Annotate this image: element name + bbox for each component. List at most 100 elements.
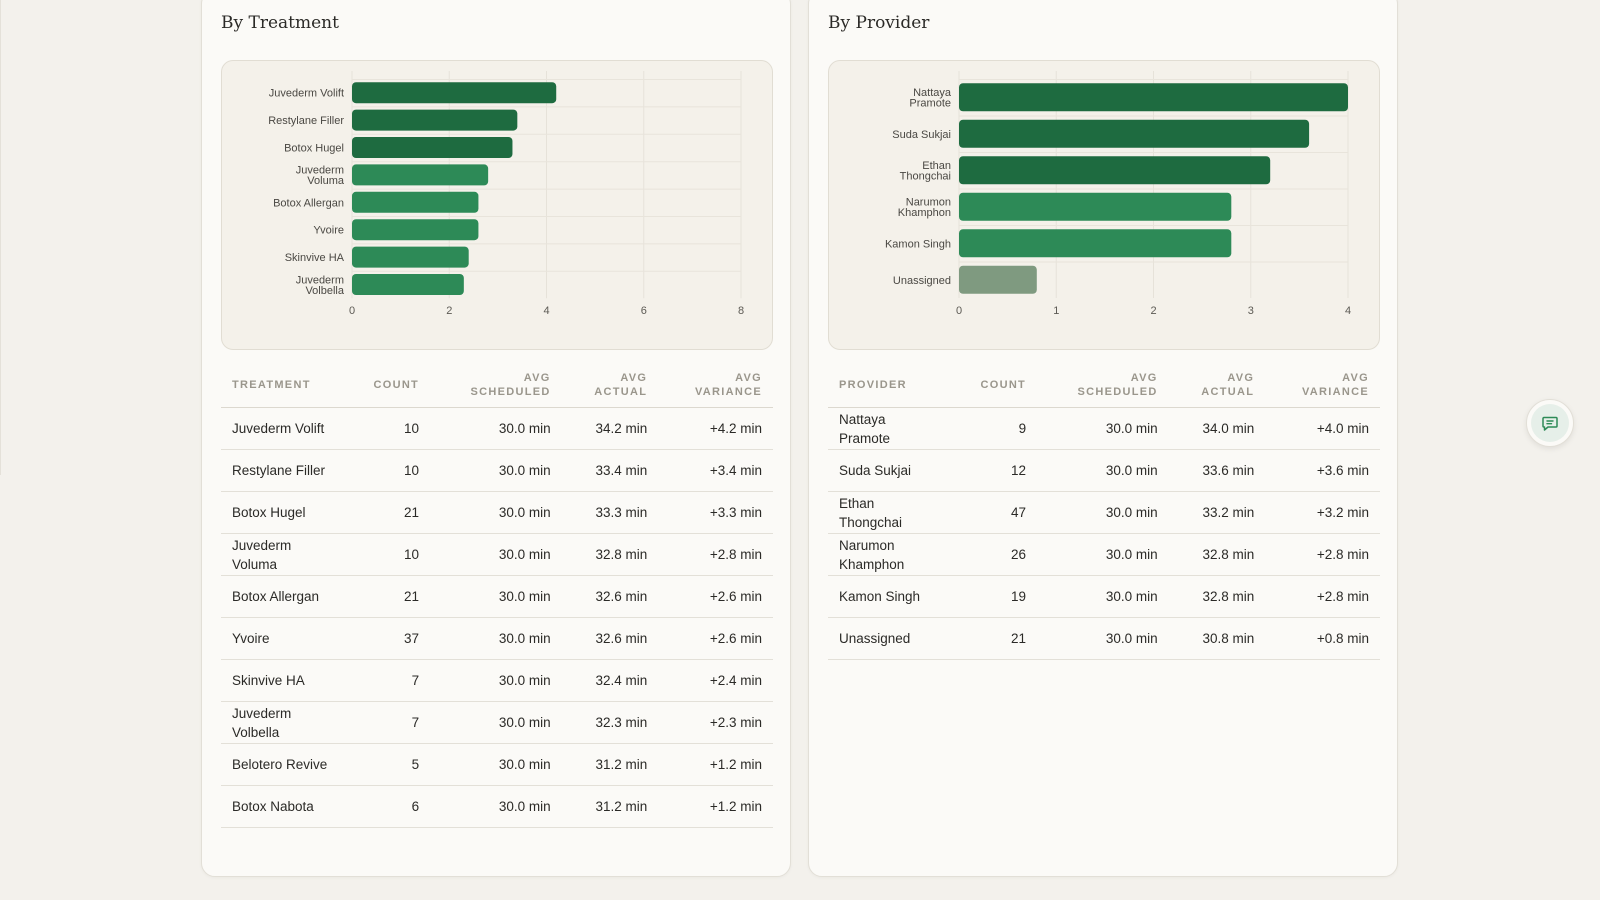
row-avg-actual: 33.6 min	[1168, 449, 1266, 492]
table-row: Botox Nabota 6 30.0 min 31.2 min +1.2 min	[221, 785, 773, 828]
by-treatment-panel: By Treatment Juvederm Volift Restylane Fi…	[201, 0, 791, 877]
row-count: 26	[950, 533, 1038, 576]
row-avg-actual: 32.4 min	[561, 659, 659, 702]
col-treatment[interactable]: TREATMENT	[221, 363, 343, 408]
table-row: Botox Allergan 21 30.0 min 32.6 min +2.6 min	[221, 575, 773, 618]
row-name: Skinvive HA	[221, 659, 343, 702]
table-row: Juvederm Volift 10 30.0 min 34.2 min +4.2 mi…	[221, 407, 773, 450]
bar	[352, 109, 518, 131]
category-label: Pramote	[909, 98, 951, 110]
left-edge-divider	[0, 0, 1, 475]
table-row: Unassigned 21 30.0 min 30.8 min +0.8 min	[828, 617, 1380, 660]
bar	[959, 83, 1348, 112]
row-avg-variance: +2.8 min	[1265, 575, 1380, 618]
bar	[352, 274, 464, 295]
category-label: Juvederm	[296, 165, 344, 177]
table-row: Juvederm Voluma 10 30.0 min 32.8 min +2.8 mi…	[221, 533, 773, 576]
row-avg-actual: 31.2 min	[561, 785, 659, 828]
category-label: Suda Sukjai	[892, 129, 951, 141]
x-tick-label: 4	[1345, 305, 1351, 317]
row-avg-actual: 32.6 min	[561, 575, 659, 618]
row-avg-actual: 33.3 min	[561, 491, 659, 534]
row-avg-actual: 32.8 min	[1168, 533, 1266, 576]
row-avg-variance: +1.2 min	[658, 743, 773, 786]
row-avg-scheduled: 30.0 min	[430, 533, 562, 576]
row-avg-scheduled: 30.0 min	[430, 785, 562, 828]
category-label: Ethan	[922, 160, 951, 172]
bar	[959, 192, 1232, 221]
col-count[interactable]: COUNT	[950, 363, 1038, 408]
table-header-row: PROVIDER COUNT AVG SCHEDULED AVG ACTUAL AV…	[828, 363, 1380, 408]
x-tick-label: 8	[738, 305, 744, 317]
row-avg-actual: 31.2 min	[561, 743, 659, 786]
col-avg-variance[interactable]: AVG VARIANCE	[658, 363, 773, 408]
row-name: Yvoire	[221, 617, 343, 660]
bar	[959, 229, 1232, 258]
row-avg-variance: +3.4 min	[658, 449, 773, 492]
row-name: Ethan Thongchai	[828, 491, 950, 534]
row-avg-actual: 34.2 min	[561, 407, 659, 450]
x-tick-label: 4	[543, 305, 549, 317]
table-row: Skinvive HA 7 30.0 min 32.4 min +2.4 min	[221, 659, 773, 702]
table-row: Suda Sukjai 12 30.0 min 33.6 min +3.6 min	[828, 449, 1380, 492]
col-avg-actual[interactable]: AVG ACTUAL	[561, 363, 659, 408]
row-name: Suda Sukjai	[828, 449, 950, 492]
col-avg-scheduled[interactable]: AVG SCHEDULED	[1037, 363, 1169, 408]
category-label: Nattaya	[913, 87, 952, 99]
provider-chart: Nattaya Pramote Suda Sukjai Ethan Thongchai N…	[828, 60, 1380, 350]
category-label: Juvederm	[296, 274, 344, 286]
row-avg-scheduled: 30.0 min	[1037, 407, 1169, 450]
col-avg-actual[interactable]: AVG ACTUAL	[1168, 363, 1266, 408]
col-avg-scheduled[interactable]: AVG SCHEDULED	[430, 363, 562, 408]
treatment-table-body: Juvederm Volift 10 30.0 min 34.2 min +4.2 mi…	[221, 407, 773, 828]
row-count: 21	[343, 575, 431, 618]
row-name: Botox Hugel	[221, 491, 343, 534]
row-name: Belotero Revive	[221, 743, 343, 786]
row-avg-scheduled: 30.0 min	[1037, 575, 1169, 618]
category-label: Narumon	[906, 197, 951, 209]
treatment-chart: Juvederm Volift Restylane Filler Botox Hug…	[221, 60, 773, 350]
row-avg-scheduled: 30.0 min	[430, 575, 562, 618]
row-count: 37	[343, 617, 431, 660]
row-avg-variance: +1.2 min	[658, 785, 773, 828]
row-avg-actual: 32.3 min	[561, 701, 659, 744]
row-count: 21	[343, 491, 431, 534]
row-name: Juvederm Volift	[221, 407, 343, 450]
row-name: Unassigned	[828, 617, 950, 660]
row-name: Botox Allergan	[221, 575, 343, 618]
row-count: 47	[950, 491, 1038, 534]
table-row: Botox Hugel 21 30.0 min 33.3 min +3.3 min	[221, 491, 773, 534]
table-row: Juvederm Volbella 7 30.0 min 32.3 min +2.3 m…	[221, 701, 773, 744]
row-count: 10	[343, 533, 431, 576]
col-avg-variance[interactable]: AVG VARIANCE	[1265, 363, 1380, 408]
row-avg-scheduled: 30.0 min	[1037, 617, 1169, 660]
bar	[959, 156, 1271, 185]
row-avg-variance: +2.3 min	[658, 701, 773, 744]
col-provider[interactable]: PROVIDER	[828, 363, 950, 408]
row-avg-scheduled: 30.0 min	[1037, 491, 1169, 534]
row-count: 19	[950, 575, 1038, 618]
by-provider-panel: By Provider Nattaya Pramote Suda Sukjai Eth…	[808, 0, 1398, 877]
category-label: Unassigned	[893, 275, 951, 287]
category-label: Restylane Filler	[268, 115, 344, 127]
row-avg-scheduled: 30.0 min	[430, 743, 562, 786]
row-avg-variance: +4.2 min	[658, 407, 773, 450]
row-avg-variance: +2.4 min	[658, 659, 773, 702]
row-count: 7	[343, 659, 431, 702]
x-tick-label: 2	[446, 305, 452, 317]
chat-button[interactable]	[1526, 399, 1574, 447]
row-count: 7	[343, 701, 431, 744]
row-avg-scheduled: 30.0 min	[430, 491, 562, 534]
x-tick-label: 2	[1150, 305, 1156, 317]
col-count[interactable]: COUNT	[343, 363, 431, 408]
row-avg-variance: +3.3 min	[658, 491, 773, 534]
bar	[352, 137, 513, 158]
row-avg-actual: 34.0 min	[1168, 407, 1266, 450]
category-label: Thongchai	[900, 171, 951, 183]
row-avg-actual: 30.8 min	[1168, 617, 1266, 660]
table-row: Belotero Revive 5 30.0 min 31.2 min +1.2 min	[221, 743, 773, 786]
category-label: Skinvive HA	[285, 252, 345, 264]
row-avg-variance: +4.0 min	[1265, 407, 1380, 450]
x-tick-label: 1	[1053, 305, 1059, 317]
